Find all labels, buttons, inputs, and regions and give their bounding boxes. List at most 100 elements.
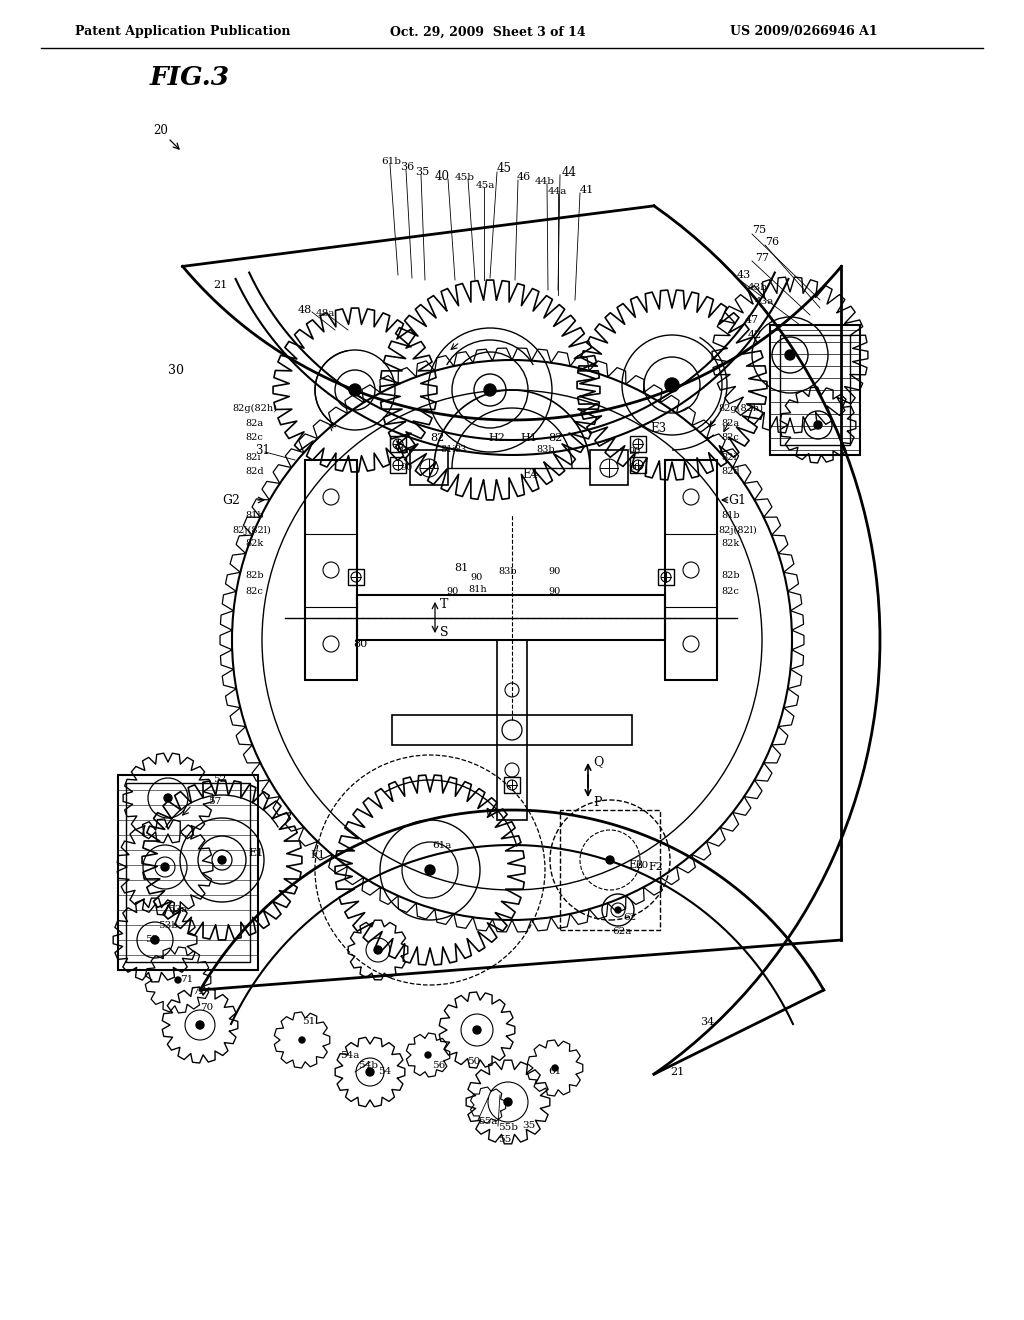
Text: 82b: 82b — [245, 570, 263, 579]
Text: 82: 82 — [548, 433, 562, 444]
Text: 81h: 81h — [468, 586, 486, 594]
Text: 40: 40 — [435, 170, 450, 183]
Text: 35: 35 — [522, 1121, 536, 1130]
Text: 82j(82l): 82j(82l) — [718, 525, 757, 535]
Bar — [630, 457, 646, 473]
Text: 36: 36 — [400, 162, 415, 172]
Circle shape — [484, 384, 496, 396]
Circle shape — [161, 863, 169, 871]
Bar — [357, 595, 665, 640]
Circle shape — [785, 350, 795, 360]
Text: 48: 48 — [298, 305, 312, 315]
Text: E2: E2 — [628, 861, 643, 870]
Bar — [390, 436, 406, 451]
Text: 45: 45 — [497, 161, 512, 174]
Text: 61b: 61b — [381, 157, 401, 166]
Text: Oct. 29, 2009  Sheet 3 of 14: Oct. 29, 2009 Sheet 3 of 14 — [390, 25, 586, 38]
Text: 21: 21 — [213, 280, 227, 290]
Text: 46: 46 — [517, 172, 531, 182]
Text: 20: 20 — [153, 124, 168, 136]
Text: 90: 90 — [470, 573, 482, 582]
Bar — [590, 450, 628, 484]
Text: 77: 77 — [755, 253, 769, 263]
Text: 82c: 82c — [721, 433, 739, 442]
Text: 30: 30 — [168, 363, 184, 376]
Text: 62: 62 — [623, 913, 636, 923]
Text: H1: H1 — [520, 433, 537, 444]
Text: 82k: 82k — [721, 540, 739, 549]
Text: S: S — [440, 626, 449, 639]
Text: 82c: 82c — [245, 587, 263, 597]
Text: E1: E1 — [248, 847, 263, 858]
Text: 83: 83 — [454, 446, 466, 454]
Text: 52: 52 — [213, 776, 226, 784]
Text: 53b: 53b — [158, 920, 178, 929]
Circle shape — [164, 795, 172, 803]
Text: 82a: 82a — [245, 420, 263, 429]
Text: 82g(82h): 82g(82h) — [718, 404, 763, 413]
Circle shape — [151, 936, 159, 944]
Circle shape — [196, 1020, 204, 1030]
Text: 82c: 82c — [245, 433, 263, 442]
Bar — [348, 569, 364, 585]
Text: 42: 42 — [748, 330, 762, 341]
Text: 82d: 82d — [245, 467, 263, 477]
Text: 44b: 44b — [535, 177, 555, 186]
Bar — [410, 450, 449, 484]
Circle shape — [606, 855, 614, 865]
Circle shape — [504, 1098, 512, 1106]
Text: 44: 44 — [562, 165, 577, 178]
Text: 56: 56 — [432, 1060, 445, 1069]
Text: 81b: 81b — [721, 511, 739, 520]
Text: 80: 80 — [353, 639, 368, 649]
Bar — [497, 640, 527, 820]
Text: 75: 75 — [752, 224, 766, 235]
Text: 90: 90 — [628, 463, 640, 473]
Circle shape — [814, 421, 822, 429]
Text: 51: 51 — [302, 1018, 315, 1027]
Text: 48a: 48a — [316, 309, 336, 318]
Text: 72: 72 — [193, 987, 205, 997]
Text: 41: 41 — [580, 185, 594, 195]
Text: P: P — [593, 796, 601, 808]
Circle shape — [374, 946, 382, 954]
Text: F2: F2 — [648, 862, 663, 873]
Circle shape — [349, 384, 361, 396]
Text: 70: 70 — [200, 1003, 213, 1012]
Text: 81: 81 — [454, 564, 468, 573]
Text: 45b: 45b — [455, 173, 475, 181]
Text: 55b: 55b — [498, 1123, 518, 1133]
Text: 47: 47 — [745, 315, 759, 325]
Text: US 2009/0266946 A1: US 2009/0266946 A1 — [730, 25, 878, 38]
Text: 54: 54 — [378, 1068, 391, 1077]
Text: 82d: 82d — [721, 467, 739, 477]
Text: 55: 55 — [498, 1135, 511, 1144]
Text: 82g(82h): 82g(82h) — [232, 404, 278, 413]
Circle shape — [665, 378, 679, 392]
Text: 55a: 55a — [478, 1118, 498, 1126]
Text: 57: 57 — [208, 797, 221, 807]
Text: 62a: 62a — [612, 928, 632, 936]
Text: Q: Q — [593, 755, 603, 768]
Text: 54b: 54b — [358, 1060, 378, 1069]
Text: 35: 35 — [415, 168, 429, 177]
Text: 82: 82 — [430, 433, 444, 444]
Text: 90: 90 — [548, 587, 560, 597]
Text: 82k: 82k — [245, 540, 263, 549]
Bar — [560, 810, 660, 931]
Text: 81b: 81b — [245, 511, 263, 520]
Text: 82b: 82b — [721, 570, 739, 579]
Text: G2: G2 — [222, 494, 240, 507]
Text: 82i: 82i — [245, 454, 260, 462]
Text: 21: 21 — [670, 1067, 684, 1077]
Circle shape — [425, 865, 435, 875]
Text: Patent Application Publication: Patent Application Publication — [75, 25, 291, 38]
Text: 90: 90 — [548, 568, 560, 577]
Text: 83b: 83b — [498, 568, 517, 577]
Text: 82i: 82i — [721, 454, 736, 462]
Text: H2: H2 — [488, 433, 505, 444]
Text: 76: 76 — [765, 238, 779, 247]
Circle shape — [299, 1038, 305, 1043]
Text: E4: E4 — [522, 469, 539, 482]
Text: 81i: 81i — [440, 446, 456, 454]
